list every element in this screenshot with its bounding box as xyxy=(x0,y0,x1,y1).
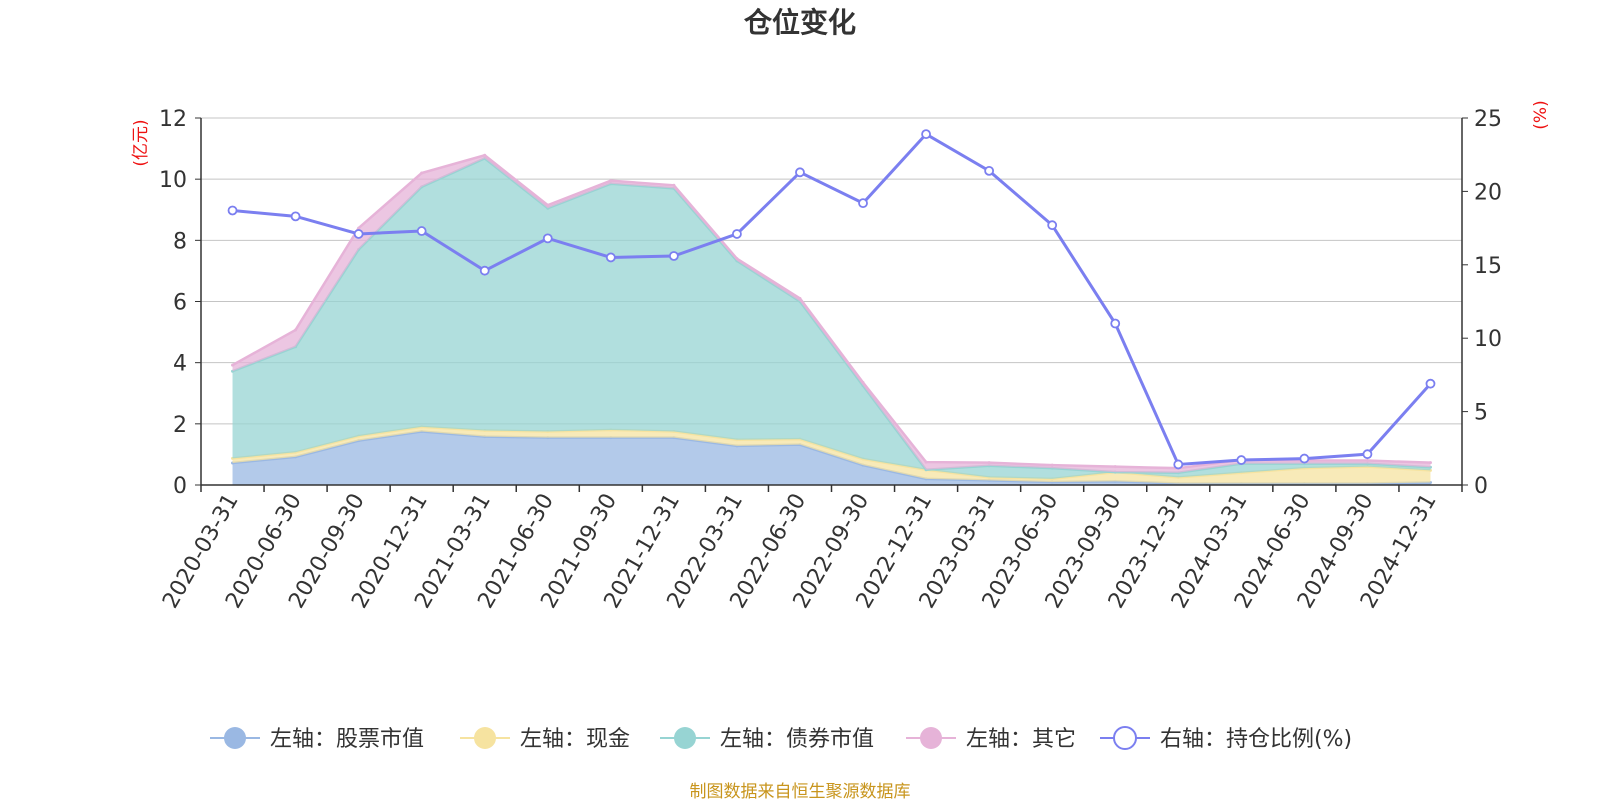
ratio-point xyxy=(1425,378,1436,389)
ratio-point xyxy=(1236,455,1247,465)
ratio-point xyxy=(1047,220,1058,231)
ratio-point xyxy=(605,252,616,263)
area-other-point xyxy=(735,257,739,261)
area-other-point xyxy=(1365,459,1369,463)
legend: 左轴：股票市值 左轴：现金 左轴：债券市值 左轴：其它 右轴：持仓比例(%) xyxy=(210,726,1352,752)
area-stock-fill xyxy=(232,431,1431,485)
left-axis-tick-label: 6 xyxy=(173,291,187,316)
legend-stock-label: 左轴：股票市值 xyxy=(270,727,424,752)
ratio-line-layer xyxy=(227,129,1436,470)
ratio-point xyxy=(732,229,742,239)
area-other-point xyxy=(987,461,991,465)
left-axis-tick-label: 12 xyxy=(159,107,187,132)
legend-bond-label: 左轴：债券市值 xyxy=(720,727,874,752)
legend-stock-icon xyxy=(224,727,246,749)
ratio-point xyxy=(921,129,931,140)
ratio-point xyxy=(227,205,238,216)
area-other-point xyxy=(483,153,487,157)
area-other-point xyxy=(357,226,361,230)
area-other-point xyxy=(294,328,298,332)
ratio-point xyxy=(668,251,679,261)
ratio-line xyxy=(232,132,1432,467)
ratio-point xyxy=(984,165,995,176)
ratio-point xyxy=(416,226,427,236)
area-bond-fill xyxy=(232,158,1431,479)
area-cash-fill xyxy=(232,426,1431,484)
right-axis-tick-label: 5 xyxy=(1474,401,1488,426)
area-other-point xyxy=(1113,465,1117,469)
left-axis-tick-label: 8 xyxy=(173,229,187,254)
legend-cash-icon xyxy=(474,727,496,749)
area-other-point xyxy=(672,183,676,187)
ratio-point xyxy=(1173,459,1184,470)
source-note: 制图数据来自恒生聚源数据库 xyxy=(690,782,911,800)
right-axis-tick-label: 15 xyxy=(1474,254,1502,279)
legend-other-label: 左轴：其它 xyxy=(966,727,1076,752)
area-other-point xyxy=(861,381,865,385)
left-axis-tick-label: 0 xyxy=(173,474,187,499)
legend-ratio-icon xyxy=(1113,726,1137,750)
area-other-point xyxy=(231,363,235,367)
ratio-point xyxy=(542,233,553,244)
left-axis-tick-label: 2 xyxy=(173,413,187,438)
area-other-point xyxy=(609,179,613,183)
legend-other-icon xyxy=(920,727,942,749)
area-other-point xyxy=(420,171,424,175)
area-other-point xyxy=(1050,463,1054,467)
left-axis-tick-label: 4 xyxy=(173,352,187,377)
ratio-point xyxy=(858,198,868,209)
ratio-point xyxy=(795,167,805,178)
area-other-point xyxy=(1428,461,1432,465)
left-axis-tick-label: 10 xyxy=(159,168,187,193)
ratio-point xyxy=(1299,453,1310,464)
ratio-point xyxy=(1110,318,1121,329)
area-other-point xyxy=(546,203,550,207)
right-axis-tick-label: 20 xyxy=(1474,180,1502,205)
ratio-point xyxy=(353,229,364,239)
ratio-point xyxy=(479,265,490,276)
area-other-point xyxy=(798,296,802,300)
right-axis-tick-label: 0 xyxy=(1474,474,1488,499)
ratio-point xyxy=(1362,449,1373,460)
legend-ratio-label: 右轴：持仓比例(%) xyxy=(1160,727,1352,752)
right-axis-unit: (%) xyxy=(1531,100,1551,129)
right-axis-tick-label: 10 xyxy=(1474,327,1502,352)
chart-title: 仓位变化 xyxy=(744,6,856,39)
legend-bond-icon xyxy=(674,727,696,749)
right-axis-tick-label: 25 xyxy=(1474,107,1502,132)
stacked-areas xyxy=(231,153,1432,485)
ratio-point xyxy=(290,211,301,222)
legend-cash-label: 左轴：现金 xyxy=(520,727,630,752)
left-axis-unit: (亿元) xyxy=(131,119,151,166)
area-other-point xyxy=(924,460,928,464)
